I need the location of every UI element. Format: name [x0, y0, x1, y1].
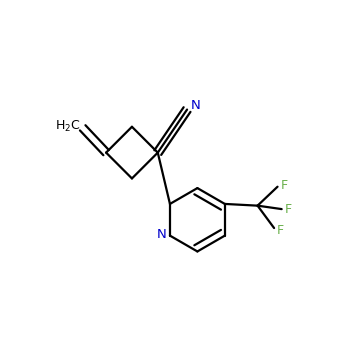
Text: N: N [190, 99, 200, 112]
Text: F: F [276, 224, 284, 237]
Text: F: F [281, 179, 288, 192]
Text: N: N [157, 228, 167, 241]
Text: H$_2$C: H$_2$C [55, 119, 81, 134]
Text: F: F [285, 203, 292, 216]
